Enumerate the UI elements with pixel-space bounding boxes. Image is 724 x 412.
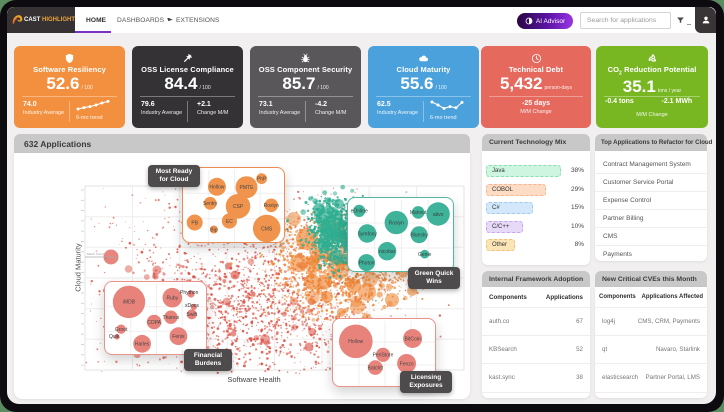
svg-text:Roslyn: Roslyn [389,220,405,226]
svg-text:BitCoin: BitCoin [405,336,421,342]
svg-text:PhP: PhP [257,177,267,183]
svg-text:Mahout: Mahout [410,210,427,216]
svg-text:Hollow: Hollow [348,339,363,345]
svg-text:eOnline: eOnline [351,209,368,215]
svg-text:COPA: COPA [147,320,161,326]
svg-text:Bluesky: Bluesky [410,233,428,239]
svg-text:ativo: ativo [433,212,444,218]
svg-text:Fenzo: Fenzo [400,361,414,367]
svg-text:Symfony: Symfony [357,231,377,237]
svg-text:BatchIt: BatchIt [368,365,384,371]
svg-text:Sentry: Sentry [203,201,218,207]
svg-text:Genie: Genie [418,252,432,258]
svg-text:Fenix: Fenix [172,334,185,340]
svg-text:PMTE: PMTE [240,185,255,191]
svg-text:Thanos: Thanos [163,315,180,321]
svg-text:Hollow: Hollow [209,185,224,191]
svg-text:Photon: Photon [359,260,375,266]
svg-text:Bip: Bip [210,227,217,233]
svg-text:nicobar: nicobar [379,249,396,255]
svg-text:Ruby: Ruby [166,296,178,302]
svg-text:Groot: Groot [115,327,128,333]
svg-text:iMDB: iMDB [123,300,136,306]
svg-text:Swift: Swift [186,312,197,318]
svg-text:PB: PB [191,220,198,226]
svg-text:Roslyn: Roslyn [264,203,280,209]
svg-text:PeriStore: PeriStore [373,353,394,359]
svg-text:Harles: Harles [135,342,150,348]
svg-text:EC: EC [226,219,233,225]
svg-text:CSP: CSP [233,204,244,210]
svg-text:CMS: CMS [261,226,273,232]
